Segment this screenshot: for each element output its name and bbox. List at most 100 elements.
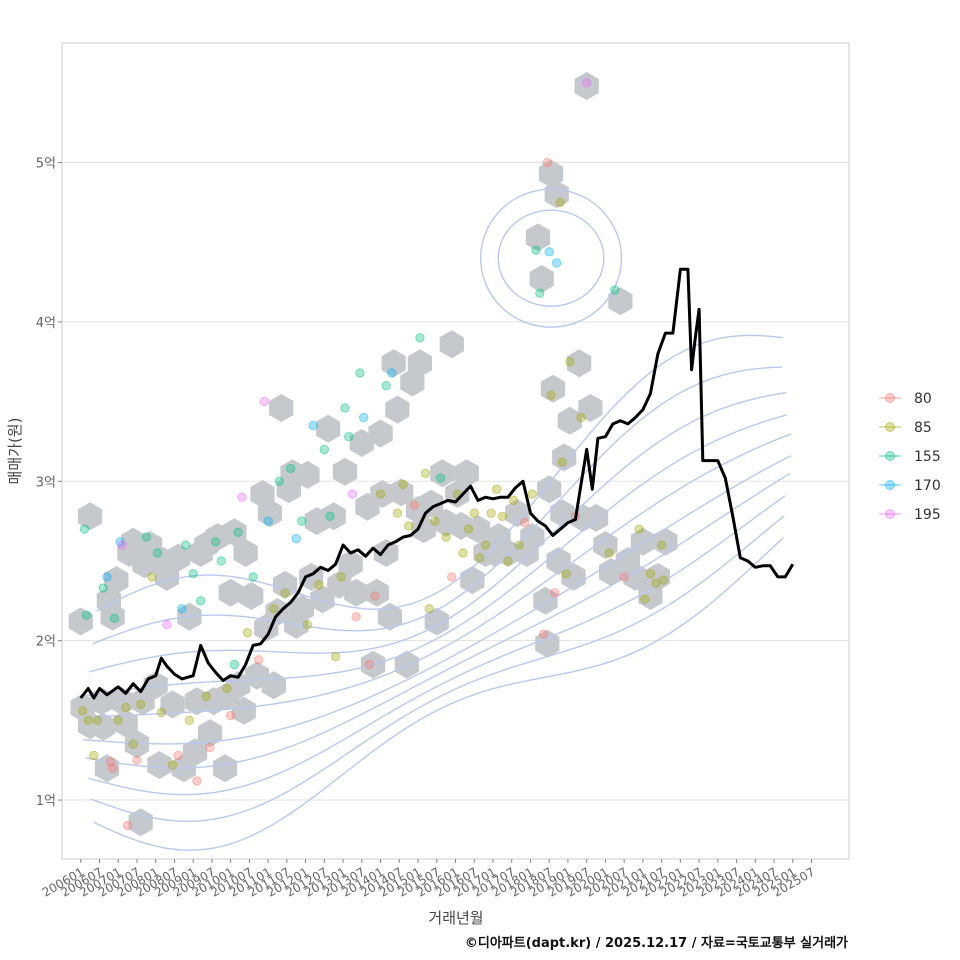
scatter-point — [658, 575, 669, 585]
scatter-point — [184, 715, 195, 726]
scatter-point — [546, 390, 556, 400]
density-contour — [83, 455, 792, 745]
scatter-point — [458, 548, 468, 558]
scatter-point — [343, 431, 354, 442]
hexbin — [374, 539, 399, 567]
hexbin — [561, 562, 586, 591]
hexbin — [265, 598, 290, 626]
scatter-point — [447, 572, 457, 582]
scatter-point — [351, 612, 361, 622]
scatter-point — [486, 508, 496, 518]
hexbin — [525, 223, 551, 252]
density-contour — [92, 366, 783, 645]
hexbin-layer — [68, 72, 678, 837]
scatter-point — [113, 715, 123, 726]
hexbin — [623, 562, 648, 591]
scatter-point — [222, 683, 232, 694]
legend-key-80 — [885, 393, 895, 403]
hexbin — [344, 578, 369, 607]
y-tick-label: 3억 — [36, 475, 56, 490]
scatter-point — [555, 197, 566, 208]
scatter-point — [210, 537, 221, 547]
hexbin — [505, 499, 530, 528]
plot-panel — [61, 42, 850, 860]
hexbin — [465, 515, 491, 544]
hexbin — [520, 523, 545, 552]
scatter-point — [542, 157, 553, 168]
hexbin — [608, 287, 633, 316]
hexbin — [552, 443, 577, 472]
scatter-point — [122, 820, 133, 831]
scatter-point — [242, 627, 253, 638]
scatter-point — [107, 763, 118, 773]
scatter-point — [106, 757, 116, 767]
y-axis-title: 매매가(원) — [6, 418, 24, 485]
hexbin — [529, 264, 554, 293]
y-tick-label: 5억 — [36, 157, 56, 172]
scatter-point — [102, 572, 112, 582]
scatter-point — [180, 540, 191, 550]
scatter-point — [375, 489, 386, 499]
scatter-point — [480, 540, 491, 550]
scatter-point — [229, 659, 240, 670]
scatter-point — [610, 285, 620, 295]
hexbin — [535, 629, 560, 658]
hexbin — [128, 808, 153, 837]
scatter-point — [651, 578, 661, 588]
scatter-point — [77, 706, 88, 716]
trend-line — [79, 267, 795, 700]
scatter-point — [83, 715, 93, 726]
x-axis-ticks: 2006012006072007012007072008012008072009… — [40, 859, 817, 900]
scatter-point — [497, 511, 508, 522]
scatter-point — [430, 516, 440, 526]
legend-key-85 — [885, 422, 895, 432]
scatter-point — [469, 508, 479, 518]
scatter-point — [392, 508, 403, 518]
scatter-point — [557, 457, 568, 467]
scatter-point — [475, 553, 485, 563]
hexbin — [272, 570, 298, 599]
legend-label: 155 — [914, 449, 941, 465]
density-contour — [93, 537, 784, 851]
scatter-point — [308, 420, 318, 431]
scatter-point — [237, 492, 247, 502]
scatter-point — [233, 527, 243, 537]
hexbin — [104, 566, 129, 595]
scatter-point — [319, 444, 330, 455]
scatter-point — [216, 556, 226, 566]
scatter-point — [192, 776, 202, 786]
scatter-point — [117, 540, 127, 550]
hexbin — [645, 562, 670, 591]
legend-label: 170 — [914, 478, 941, 494]
scatter-point — [325, 511, 335, 522]
scatter-point — [544, 247, 554, 257]
scatter-point — [302, 620, 313, 630]
hexbin — [166, 543, 191, 572]
scatter-point — [387, 368, 397, 378]
hexbin — [197, 719, 223, 748]
hexbin — [537, 475, 562, 504]
hexbin — [147, 751, 172, 779]
hexbin — [385, 395, 410, 424]
scatter-point — [531, 245, 541, 255]
hexbin — [550, 499, 575, 528]
scatter-point — [162, 620, 172, 630]
scatter-point — [156, 707, 167, 718]
hexbin — [533, 586, 558, 615]
scatter-point — [141, 532, 152, 542]
scatter-point — [581, 78, 592, 88]
scatter-point — [398, 479, 408, 490]
density-contour — [96, 334, 783, 612]
scatter-point — [645, 569, 656, 579]
hexbin — [364, 578, 389, 607]
source-caption: ©디아파트(dapt.kr) / 2025.12.17 / 자료=국토교통부 실… — [465, 935, 848, 951]
hexbin — [574, 72, 599, 100]
scatter-point — [195, 596, 206, 606]
scatter-point — [492, 484, 502, 494]
hexbin — [407, 349, 432, 378]
density-contour — [85, 414, 787, 697]
scatter-point — [538, 629, 549, 639]
scatter-point — [188, 569, 198, 579]
hexbin — [154, 562, 180, 591]
